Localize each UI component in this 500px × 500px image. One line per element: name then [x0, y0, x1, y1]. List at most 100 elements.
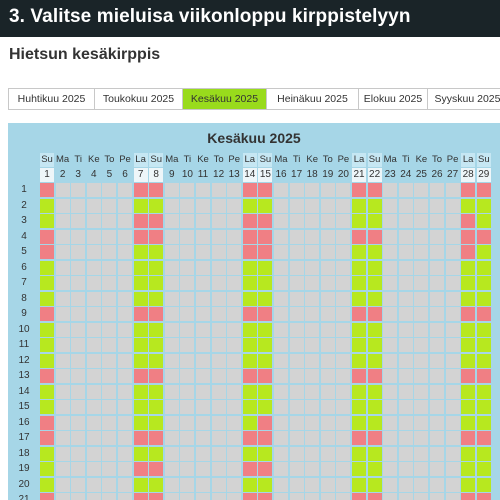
slot-cell-available[interactable]	[367, 400, 382, 414]
slot-cell-available[interactable]	[476, 400, 491, 414]
slot-cell-available[interactable]	[352, 291, 366, 306]
slot-cell-available[interactable]	[258, 198, 273, 213]
slot-cell-available[interactable]	[133, 384, 148, 399]
slot-cell-available[interactable]	[476, 322, 491, 337]
slot-cell-available[interactable]	[461, 384, 476, 399]
slot-cell-available[interactable]	[352, 276, 366, 290]
slot-cell-available[interactable]	[242, 477, 257, 492]
slot-cell-available[interactable]	[149, 245, 164, 259]
slot-cell-available[interactable]	[367, 276, 382, 290]
slot-cell-available[interactable]	[242, 291, 257, 306]
slot-cell-available[interactable]	[242, 276, 257, 290]
slot-cell-available[interactable]	[476, 415, 491, 430]
slot-cell-available[interactable]	[461, 291, 476, 306]
slot-cell-available[interactable]	[476, 353, 491, 368]
slot-cell-available[interactable]	[258, 384, 273, 399]
slot-cell-available[interactable]	[367, 291, 382, 306]
slot-cell-available[interactable]	[242, 384, 257, 399]
slot-cell-available[interactable]	[242, 322, 257, 337]
slot-cell-available[interactable]	[40, 384, 54, 399]
slot-cell-available[interactable]	[367, 446, 382, 461]
slot-cell-available[interactable]	[40, 322, 54, 337]
slot-cell-available[interactable]	[149, 260, 164, 275]
slot-cell-available[interactable]	[258, 276, 273, 290]
slot-cell-available[interactable]	[133, 446, 148, 461]
slot-cell-available[interactable]	[476, 446, 491, 461]
slot-cell-available[interactable]	[149, 322, 164, 337]
slot-cell-available[interactable]	[352, 353, 366, 368]
slot-cell-available[interactable]	[40, 353, 54, 368]
slot-cell-available[interactable]	[40, 446, 54, 461]
slot-cell-available[interactable]	[258, 477, 273, 492]
slot-cell-available[interactable]	[149, 446, 164, 461]
slot-cell-available[interactable]	[40, 477, 54, 492]
slot-cell-available[interactable]	[133, 415, 148, 430]
slot-cell-available[interactable]	[149, 400, 164, 414]
slot-cell-available[interactable]	[258, 353, 273, 368]
slot-cell-available[interactable]	[40, 291, 54, 306]
slot-cell-available[interactable]	[242, 198, 257, 213]
slot-cell-available[interactable]	[149, 291, 164, 306]
slot-cell-available[interactable]	[352, 384, 366, 399]
slot-cell-available[interactable]	[476, 260, 491, 275]
slot-cell-available[interactable]	[461, 198, 476, 213]
slot-cell-available[interactable]	[149, 384, 164, 399]
slot-cell-available[interactable]	[352, 198, 366, 213]
slot-cell-available[interactable]	[367, 353, 382, 368]
tab-month[interactable]: Kesäkuu 2025	[183, 89, 267, 109]
slot-cell-available[interactable]	[40, 260, 54, 275]
slot-cell-available[interactable]	[40, 338, 54, 352]
slot-cell-available[interactable]	[133, 322, 148, 337]
slot-cell-available[interactable]	[476, 477, 491, 492]
slot-cell-available[interactable]	[461, 353, 476, 368]
slot-cell-available[interactable]	[149, 338, 164, 352]
slot-cell-available[interactable]	[242, 260, 257, 275]
slot-cell-available[interactable]	[476, 462, 491, 476]
slot-cell-available[interactable]	[352, 245, 366, 259]
tab-month[interactable]: Syyskuu 2025	[428, 89, 500, 109]
slot-cell-available[interactable]	[461, 415, 476, 430]
slot-cell-available[interactable]	[352, 400, 366, 414]
slot-cell-available[interactable]	[133, 245, 148, 259]
slot-cell-available[interactable]	[367, 260, 382, 275]
slot-cell-available[interactable]	[352, 477, 366, 492]
slot-cell-available[interactable]	[149, 353, 164, 368]
slot-cell-available[interactable]	[367, 415, 382, 430]
slot-cell-available[interactable]	[461, 260, 476, 275]
slot-cell-available[interactable]	[367, 384, 382, 399]
slot-cell-available[interactable]	[149, 276, 164, 290]
tab-month[interactable]: Elokuu 2025	[359, 89, 428, 109]
tab-month[interactable]: Huhtikuu 2025	[9, 89, 95, 109]
slot-cell-available[interactable]	[133, 198, 148, 213]
slot-cell-available[interactable]	[352, 415, 366, 430]
slot-cell-available[interactable]	[367, 198, 382, 213]
slot-cell-available[interactable]	[367, 477, 382, 492]
slot-cell-available[interactable]	[258, 400, 273, 414]
tab-month[interactable]: Toukokuu 2025	[95, 89, 183, 109]
slot-cell-available[interactable]	[476, 198, 491, 213]
slot-cell-available[interactable]	[242, 415, 257, 430]
slot-cell-available[interactable]	[149, 415, 164, 430]
slot-cell-available[interactable]	[461, 276, 476, 290]
slot-cell-available[interactable]	[149, 198, 164, 213]
slot-cell-available[interactable]	[242, 446, 257, 461]
slot-cell-available[interactable]	[476, 291, 491, 306]
slot-cell-available[interactable]	[40, 198, 54, 213]
slot-cell-available[interactable]	[461, 400, 476, 414]
slot-cell-available[interactable]	[133, 400, 148, 414]
slot-cell-available[interactable]	[242, 400, 257, 414]
slot-cell-available[interactable]	[40, 400, 54, 414]
slot-cell-available[interactable]	[242, 338, 257, 352]
slot-cell-available[interactable]	[258, 446, 273, 461]
slot-cell-available[interactable]	[476, 338, 491, 352]
slot-cell-available[interactable]	[352, 446, 366, 461]
slot-cell-available[interactable]	[133, 276, 148, 290]
slot-cell-available[interactable]	[352, 260, 366, 275]
slot-cell-available[interactable]	[461, 338, 476, 352]
slot-cell-available[interactable]	[133, 338, 148, 352]
slot-cell-available[interactable]	[352, 462, 366, 476]
slot-cell-available[interactable]	[40, 214, 54, 228]
slot-cell-available[interactable]	[352, 322, 366, 337]
slot-cell-available[interactable]	[352, 214, 366, 228]
slot-cell-available[interactable]	[367, 322, 382, 337]
